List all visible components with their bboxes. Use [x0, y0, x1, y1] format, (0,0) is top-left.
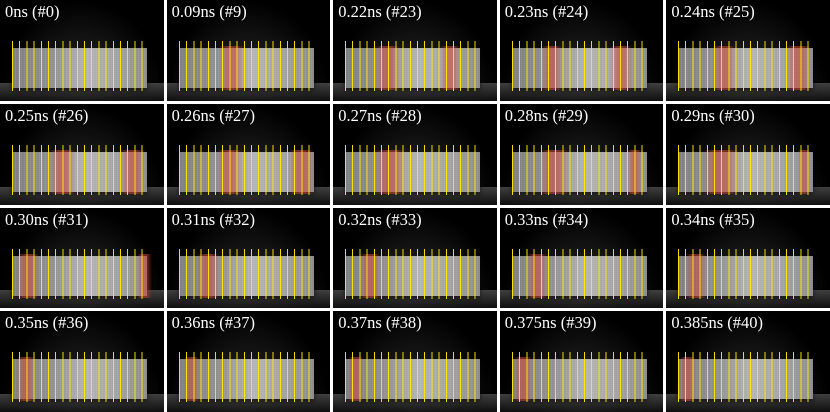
image-frame: 0.27ns (#28) [333, 103, 497, 205]
frame-label: 0.29ns (#30) [671, 105, 755, 125]
yellow-gridlines [178, 144, 314, 195]
image-frame: 0.32ns (#33) [333, 207, 497, 309]
yellow-gridlines [12, 144, 147, 195]
image-frame: 0.29ns (#30) [666, 103, 830, 205]
frame-label: 0.34ns (#35) [671, 209, 755, 229]
yellow-gridlines [12, 41, 147, 91]
yellow-gridlines [345, 248, 481, 299]
frame-label: 0.27ns (#28) [338, 105, 422, 125]
image-frame: 0.30ns (#31) [0, 207, 164, 309]
image-frame: 0.26ns (#27) [166, 103, 331, 205]
yellow-gridlines [511, 41, 647, 91]
image-frame: 0.22ns (#23) [333, 0, 497, 101]
frame-label: 0ns (#0) [5, 2, 60, 21]
frame-label: 0.24ns (#25) [671, 2, 755, 21]
frame-label: 0.22ns (#23) [338, 2, 422, 21]
frame-label: 0.37ns (#38) [338, 313, 422, 333]
image-frame: 0.31ns (#32) [166, 207, 331, 309]
yellow-gridlines [511, 144, 647, 195]
yellow-gridlines [678, 352, 814, 403]
yellow-gridlines [678, 144, 814, 195]
frame-label: 0.36ns (#37) [171, 313, 256, 333]
frame-label: 0.375ns (#39) [504, 313, 597, 333]
frame-label: 0.31ns (#32) [171, 209, 256, 229]
image-frame: 0.28ns (#29) [499, 103, 664, 205]
image-frame: 0.37ns (#38) [333, 311, 497, 412]
frame-label: 0.28ns (#29) [504, 105, 589, 125]
frame-label: 0.25ns (#26) [5, 105, 89, 125]
image-frame: 0.35ns (#36) [0, 311, 164, 412]
frame-label: 0.33ns (#34) [504, 209, 589, 229]
yellow-gridlines [12, 248, 147, 299]
frame-label: 0.09ns (#9) [171, 2, 247, 21]
frame-label: 0.385ns (#40) [671, 313, 764, 333]
frame-label: 0.32ns (#33) [338, 209, 422, 229]
yellow-gridlines [178, 41, 314, 91]
image-frame: 0.385ns (#40) [666, 311, 830, 412]
image-frame: 0.24ns (#25) [666, 0, 830, 101]
image-frame: 0.34ns (#35) [666, 207, 830, 309]
yellow-gridlines [345, 144, 481, 195]
yellow-gridlines [511, 352, 647, 403]
yellow-gridlines [345, 352, 481, 403]
frame-label: 0.30ns (#31) [5, 209, 89, 229]
image-frame: 0.33ns (#34) [499, 207, 664, 309]
frame-label: 0.23ns (#24) [504, 2, 589, 21]
yellow-gridlines [345, 41, 481, 91]
image-frame: 0.23ns (#24) [499, 0, 664, 101]
image-frame: 0.375ns (#39) [499, 311, 664, 412]
image-frame: 0.09ns (#9) [166, 0, 331, 101]
yellow-gridlines [178, 248, 314, 299]
yellow-gridlines [678, 248, 814, 299]
yellow-gridlines [678, 41, 814, 91]
image-frame: 0ns (#0) [0, 0, 164, 101]
frame-label: 0.35ns (#36) [5, 313, 89, 333]
yellow-gridlines [511, 248, 647, 299]
frame-label: 0.26ns (#27) [171, 105, 256, 125]
image-frame: 0.25ns (#26) [0, 103, 164, 205]
image-frame: 0.36ns (#37) [166, 311, 331, 412]
yellow-gridlines [178, 352, 314, 403]
yellow-gridlines [12, 352, 147, 403]
